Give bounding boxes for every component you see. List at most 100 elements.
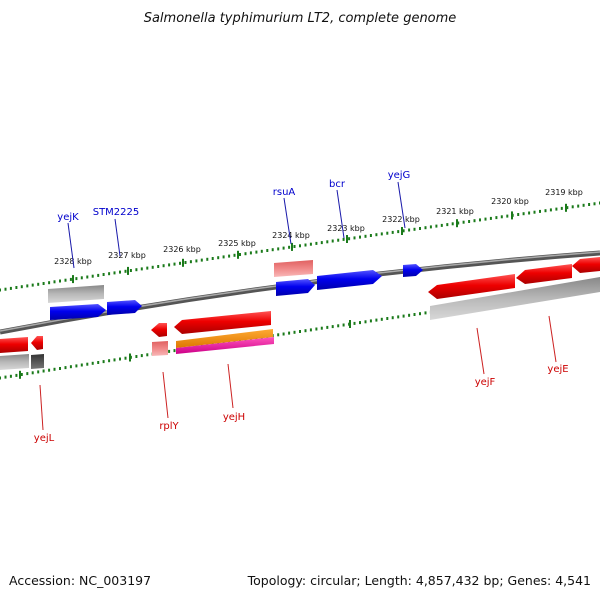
gene-yejG[interactable] <box>403 264 423 277</box>
gene-label-STM2225[interactable]: STM2225 <box>93 207 140 218</box>
gene-yejE[interactable] <box>516 264 572 284</box>
ruler-dot <box>271 248 274 252</box>
ruler-dot <box>522 212 525 216</box>
gene-label-bcr[interactable]: bcr <box>329 179 346 190</box>
gene-bcr[interactable] <box>317 270 382 290</box>
gene-feature-gray[interactable] <box>48 285 104 303</box>
gene-label-yejK[interactable]: yejK <box>57 212 79 223</box>
ruler-dot <box>282 246 285 250</box>
ruler-dot <box>495 216 498 220</box>
ruler-dot <box>353 321 356 325</box>
ruler-dot <box>380 317 383 321</box>
ruler-dot <box>53 367 56 371</box>
ruler-dot <box>173 349 176 353</box>
gene-yejH[interactable] <box>174 311 271 334</box>
ruler-dot <box>549 208 552 212</box>
gene-STM2225[interactable] <box>107 300 142 315</box>
ruler-dot <box>435 224 438 228</box>
gene-label-yejE[interactable]: yejE <box>547 364 568 375</box>
gene-rplY[interactable] <box>151 323 167 337</box>
ruler-dot <box>402 314 405 318</box>
gene-yejL[interactable] <box>0 337 28 353</box>
tick-label: 2319 kbp <box>545 188 583 197</box>
ruler-dot <box>320 326 323 330</box>
ruler-dot <box>539 209 541 213</box>
tick-label: 2322 kbp <box>382 215 420 224</box>
ruler-dot <box>337 238 340 242</box>
ruler-dot <box>320 241 323 245</box>
ruler-dot <box>249 251 252 255</box>
ruler-dot <box>440 223 443 227</box>
gene-yejH-rna[interactable] <box>176 329 273 348</box>
ruler-major-tick <box>349 320 351 328</box>
ruler-dot <box>260 249 263 253</box>
ruler-dot <box>571 205 574 209</box>
ruler-major-tick <box>346 235 348 243</box>
gene-feature-red-edge[interactable] <box>572 257 600 273</box>
tick-label: 2324 kbp <box>272 231 310 240</box>
gene-yejH-rna-2[interactable] <box>176 337 274 354</box>
ruler-dot <box>484 217 487 221</box>
ruler-dot <box>26 372 29 376</box>
ruler-dot <box>37 370 40 374</box>
gene-label-yejG[interactable]: yejG <box>388 170 411 181</box>
ruler-dot <box>184 261 187 264</box>
ruler-dot <box>348 237 351 241</box>
ruler-tick-labels: 2328 kbp 2327 kbp 2326 kbp 2325 kbp 2324… <box>54 188 583 266</box>
ruler-dot <box>146 353 149 357</box>
ruler-dot <box>266 249 269 252</box>
gene-yejK[interactable] <box>50 304 106 320</box>
gene-yejF[interactable] <box>428 274 515 299</box>
accession-text: Accession: NC_003197 <box>9 573 152 588</box>
tick-label: 2327 kbp <box>108 251 146 260</box>
gene-feature-pink-small[interactable] <box>152 341 168 356</box>
ruler-dot <box>342 237 345 241</box>
ruler-dot <box>293 330 296 334</box>
ruler-dot <box>593 202 596 206</box>
ruler-dot <box>97 361 100 364</box>
gene-label-yejH[interactable]: yejH <box>223 412 245 423</box>
ruler-dot <box>386 231 389 235</box>
ruler-dot <box>457 221 460 225</box>
ruler-dot <box>380 232 383 236</box>
gene-feature-gray-small[interactable] <box>0 354 29 370</box>
tick-label: 2320 kbp <box>491 197 529 206</box>
ruler-dot <box>500 215 503 219</box>
reverse-gene-track <box>0 257 600 370</box>
gene-rsuA[interactable] <box>276 279 315 296</box>
ruler-dot <box>309 328 312 332</box>
ruler-dot <box>151 265 154 269</box>
ruler-dot <box>233 339 236 343</box>
gene-feature-pink[interactable] <box>274 260 313 277</box>
ruler-dot <box>353 236 356 240</box>
gene-label-rsuA[interactable]: rsuA <box>273 187 296 198</box>
ruler-dot <box>69 277 72 281</box>
ruler-dot <box>315 327 318 331</box>
ruler-dot <box>80 276 83 280</box>
gene-feature-gray-long[interactable] <box>430 277 600 320</box>
gene-feature-dark[interactable] <box>31 354 44 369</box>
gene-label-yejF[interactable]: yejF <box>475 377 496 388</box>
ruler-dot <box>48 281 51 285</box>
ruler-dot <box>479 218 481 222</box>
ruler-dot <box>75 277 78 281</box>
ruler-dot <box>0 376 1 380</box>
ruler-dot <box>108 272 111 276</box>
gene-label-rplY[interactable]: rplY <box>159 421 179 432</box>
ruler-dot <box>140 267 143 271</box>
tick-label: 2326 kbp <box>163 245 201 254</box>
ruler-major-tick <box>511 211 513 220</box>
ruler-dot <box>342 323 345 327</box>
ruler-dot <box>124 269 127 273</box>
gene-feature-red-small[interactable] <box>31 336 43 350</box>
ruler-dot <box>124 356 127 360</box>
ruler-dot <box>211 257 214 260</box>
map-title: Salmonella typhimurium LT2, complete gen… <box>144 11 457 26</box>
gene-label-yejL[interactable]: yejL <box>34 433 55 444</box>
ruler-dot <box>359 235 361 239</box>
ruler-dot <box>528 211 531 215</box>
ruler-dot <box>217 256 220 260</box>
topology-summary: Topology: circular; Length: 4,857,432 bp… <box>247 573 591 588</box>
ruler-dot <box>489 216 492 220</box>
ruler-dot <box>424 226 427 230</box>
